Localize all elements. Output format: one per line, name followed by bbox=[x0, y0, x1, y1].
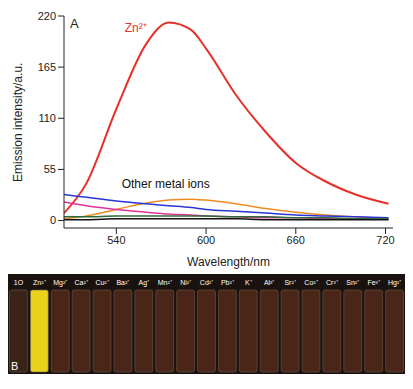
svg-text:Sn²⁺: Sn²⁺ bbox=[346, 279, 360, 286]
svg-text:Sr²⁺: Sr²⁺ bbox=[284, 279, 296, 286]
svg-text:Mg²⁺: Mg²⁺ bbox=[53, 279, 68, 287]
svg-text:Cr³⁺: Cr³⁺ bbox=[326, 279, 339, 286]
svg-text:Emission intensity/a.u.: Emission intensity/a.u. bbox=[11, 63, 25, 182]
svg-text:Ca²⁺: Ca²⁺ bbox=[74, 279, 88, 286]
svg-text:Hg²⁺: Hg²⁺ bbox=[388, 279, 402, 287]
svg-text:0: 0 bbox=[50, 214, 56, 226]
svg-text:Zn²⁺: Zn²⁺ bbox=[125, 21, 147, 35]
svg-text:Pb²⁺: Pb²⁺ bbox=[221, 279, 235, 286]
svg-text:Mn²⁺: Mn²⁺ bbox=[158, 279, 173, 286]
svg-text:Co²⁺: Co²⁺ bbox=[304, 279, 318, 286]
svg-text:Cd²⁺: Cd²⁺ bbox=[200, 279, 214, 286]
svg-text:Zn²⁺: Zn²⁺ bbox=[33, 279, 47, 286]
svg-text:110: 110 bbox=[38, 112, 56, 124]
svg-text:55: 55 bbox=[44, 163, 56, 175]
svg-text:B: B bbox=[11, 360, 18, 372]
svg-text:Ba²⁺: Ba²⁺ bbox=[116, 279, 130, 286]
svg-text:Ni²⁺: Ni²⁺ bbox=[180, 279, 192, 286]
svg-text:Wavelength/nm: Wavelength/nm bbox=[187, 255, 270, 269]
svg-text:600: 600 bbox=[197, 234, 215, 246]
svg-text:Ag⁺: Ag⁺ bbox=[139, 279, 151, 287]
svg-text:Fe³⁺: Fe³⁺ bbox=[367, 279, 381, 286]
svg-text:540: 540 bbox=[107, 234, 125, 246]
svg-text:K⁺: K⁺ bbox=[245, 279, 253, 286]
svg-text:165: 165 bbox=[38, 61, 56, 73]
svg-text:Cu²⁺: Cu²⁺ bbox=[95, 279, 109, 286]
svg-text:Al³⁺: Al³⁺ bbox=[264, 279, 276, 286]
svg-text:220: 220 bbox=[38, 10, 56, 22]
svg-text:720: 720 bbox=[376, 234, 394, 246]
html-text:A: A bbox=[70, 16, 79, 31]
svg-text:Other metal ions: Other metal ions bbox=[122, 177, 210, 191]
svg-text:660: 660 bbox=[287, 234, 305, 246]
svg-text:1O: 1O bbox=[14, 279, 24, 286]
